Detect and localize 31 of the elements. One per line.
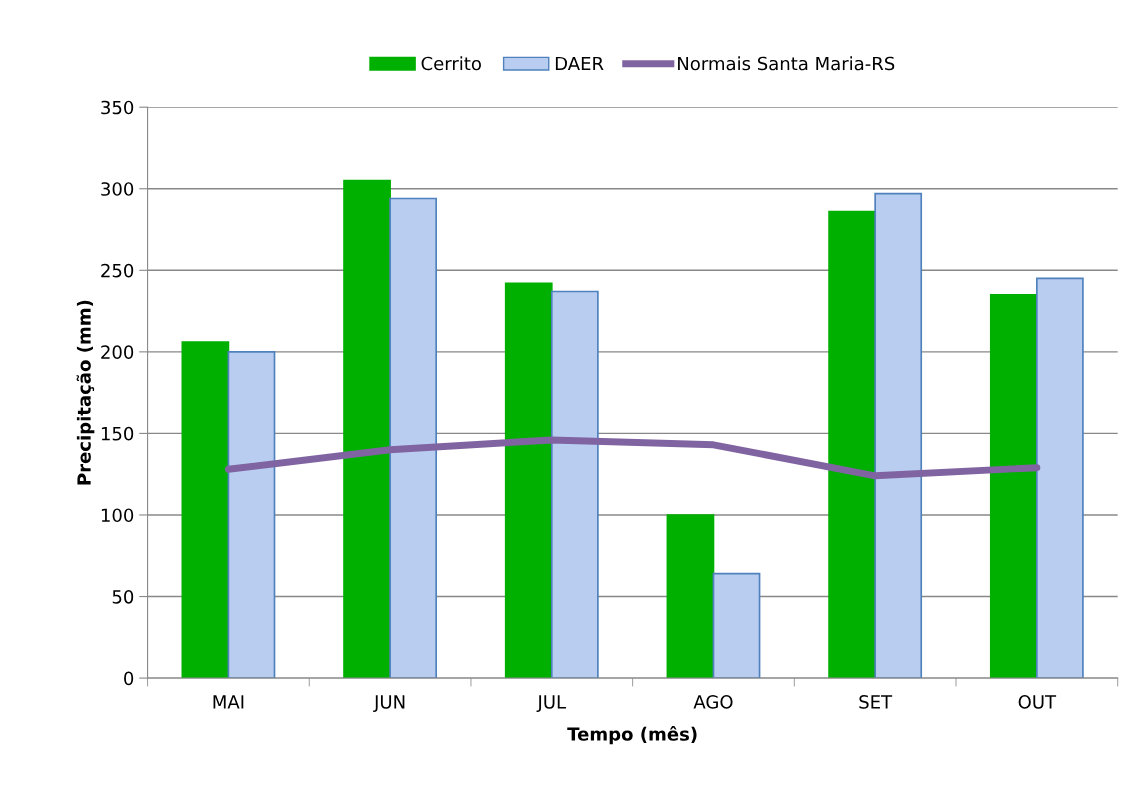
y-tick-label: 150 [101,426,134,441]
x-tick-label: SET [859,695,893,709]
bar [989,293,1038,679]
y-tick-label: 100 [101,508,134,523]
x-tick-label: AGO [693,695,733,709]
y-tick-label: 350 [101,100,134,115]
bar [227,351,276,679]
x-tick-label: OUT [1018,695,1057,709]
legend-label: Normais Santa Maria-RS [678,56,895,71]
x-axis-title: Tempo (mês) [567,726,697,745]
x-tick-label: MAI [213,695,244,709]
bar [712,572,761,679]
y-tick-label: 200 [101,345,134,359]
bar [1036,277,1084,679]
bar [874,192,923,679]
y-tick-label: 0 [124,671,134,686]
legend-label: DAER [555,56,604,71]
legend-label: Cerrito [421,56,481,71]
bar [389,197,438,679]
bar [666,514,715,679]
bar [828,210,876,679]
bar [181,341,230,679]
y-axis-title: Precipitação (mm) [76,300,95,485]
y-tick-label: 300 [101,182,134,196]
bar [550,290,599,679]
x-tick-label: JUN [373,695,405,713]
y-tick-label: 250 [101,263,134,278]
x-tick-label: JUL [536,695,566,713]
y-tick-label: 50 [112,589,134,604]
bar [343,179,391,679]
bar [504,282,553,679]
